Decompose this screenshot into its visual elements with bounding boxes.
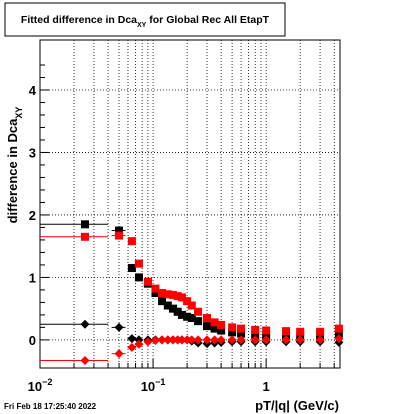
data-point-square — [210, 324, 219, 333]
data-point-square — [163, 301, 172, 310]
data-point-diamond — [114, 349, 124, 359]
data-point-square — [194, 307, 203, 316]
data-point-diamond — [202, 335, 212, 345]
y-axis-label-text: difference in DcaXY — [5, 107, 24, 224]
data-point-diamond — [168, 335, 178, 345]
data-point-square — [168, 290, 177, 299]
title-frame — [4, 2, 286, 37]
data-point-square — [228, 323, 237, 332]
y-tick-label: 4 — [29, 83, 37, 98]
data-point-diamond — [334, 334, 344, 344]
data-point-diamond — [182, 335, 192, 345]
data-point-square — [151, 284, 160, 293]
footer-timestamp: Fri Feb 18 17:25:40 2022 — [4, 402, 97, 411]
data-point-diamond — [315, 335, 325, 345]
data-point-square — [187, 314, 196, 323]
data-point-diamond — [80, 319, 90, 329]
data-point-square — [282, 327, 291, 336]
y-tick-label: 1 — [29, 270, 36, 285]
data-point-diamond — [250, 335, 260, 345]
data-point-square — [134, 259, 143, 268]
data-point-square — [296, 327, 305, 336]
data-point-square — [127, 237, 136, 246]
data-point-diamond — [177, 335, 187, 345]
data-point-square — [217, 320, 226, 329]
data-point-square — [115, 231, 124, 240]
data-point-square — [168, 304, 177, 313]
x-tick-label: 10−1 — [141, 377, 166, 394]
y-tick-label: 2 — [29, 208, 36, 223]
data-point-diamond — [80, 356, 90, 366]
data-point-square — [237, 324, 246, 333]
data-point-square — [203, 322, 212, 331]
data-point-diamond — [227, 335, 237, 345]
data-point-diamond — [193, 335, 203, 345]
data-point-diamond — [127, 342, 137, 352]
data-point-diamond — [134, 339, 144, 349]
data-point-square — [334, 329, 343, 338]
data-point-diamond — [210, 335, 220, 345]
data-point-square — [183, 312, 192, 321]
data-point-diamond — [163, 335, 173, 345]
data-point-square — [217, 326, 226, 335]
x-tick-label: 10−2 — [28, 377, 53, 394]
data-point-square — [316, 327, 325, 336]
data-point-square — [173, 307, 182, 316]
data-point-square — [80, 232, 89, 241]
chart-title: Fitted difference in DcaXY for Global Re… — [21, 14, 270, 29]
data-point-square — [177, 293, 186, 302]
data-point-square — [163, 290, 172, 299]
data-point-square — [127, 264, 136, 273]
data-point-diamond — [281, 335, 291, 345]
data-point-square — [158, 297, 167, 306]
data-point-square — [262, 326, 271, 335]
title-box: Fitted difference in DcaXY for Global Re… — [4, 2, 286, 37]
data-point-square — [115, 226, 124, 235]
data-point-square — [251, 325, 260, 334]
data-point-diamond — [187, 335, 197, 345]
data-point-diamond — [143, 337, 153, 347]
y-tick-label: 3 — [29, 145, 36, 160]
y-axis-label: difference in DcaXY — [5, 107, 24, 224]
data-point-square — [183, 297, 192, 306]
data-point-diamond — [236, 335, 246, 345]
x-tick-label: 1 — [263, 379, 270, 394]
data-point-square — [237, 329, 246, 338]
data-point-square — [151, 289, 160, 298]
y-tick-label: 0 — [29, 333, 36, 348]
data-point-diamond — [157, 335, 167, 345]
data-point-diamond — [216, 335, 226, 345]
data-point-square — [158, 289, 167, 298]
tick-labels: 0 1 2 3 4 10−2 10−1 1 — [28, 83, 270, 394]
data-point-square — [251, 330, 260, 339]
data-point-square — [134, 273, 143, 282]
x-axis-label: pT/|q| (GeV/c) — [255, 398, 339, 413]
data-point-diamond — [114, 322, 124, 332]
data-point-diamond — [150, 336, 160, 346]
data-point-square — [203, 314, 212, 323]
data-point-square — [334, 324, 343, 333]
data-point-square — [194, 317, 203, 326]
grid — [40, 40, 340, 368]
data-point-square — [143, 277, 152, 286]
data-point-square — [80, 220, 89, 229]
data-point-square — [177, 310, 186, 319]
data-point-square — [187, 301, 196, 310]
data-point-square — [210, 318, 219, 327]
data-point-diamond — [261, 335, 271, 345]
data-point-square — [173, 292, 182, 301]
data-point-diamond — [295, 335, 305, 345]
data-point-diamond — [127, 334, 137, 344]
data-point-square — [228, 328, 237, 337]
data-marks — [40, 220, 344, 366]
